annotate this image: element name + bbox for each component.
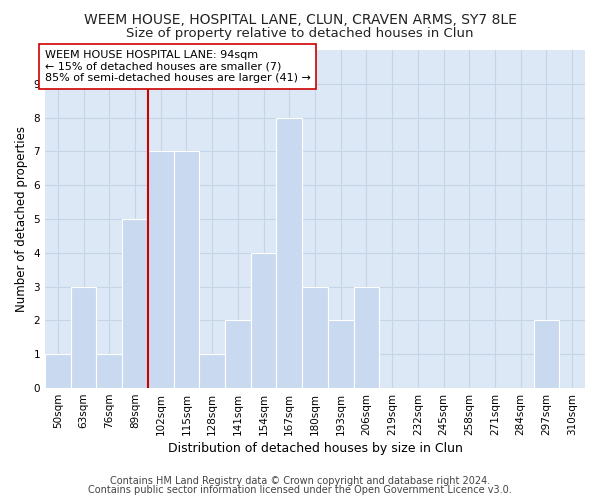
Text: Contains public sector information licensed under the Open Government Licence v3: Contains public sector information licen… [88, 485, 512, 495]
Bar [302, 286, 328, 388]
Text: Size of property relative to detached houses in Clun: Size of property relative to detached ho… [126, 28, 474, 40]
Bar [533, 320, 559, 388]
Bar [353, 286, 379, 388]
Text: WEEM HOUSE HOSPITAL LANE: 94sqm
← 15% of detached houses are smaller (7)
85% of : WEEM HOUSE HOSPITAL LANE: 94sqm ← 15% of… [45, 50, 311, 83]
Bar [277, 118, 302, 388]
Text: WEEM HOUSE, HOSPITAL LANE, CLUN, CRAVEN ARMS, SY7 8LE: WEEM HOUSE, HOSPITAL LANE, CLUN, CRAVEN … [83, 12, 517, 26]
Bar [173, 152, 199, 388]
Bar [251, 253, 277, 388]
Bar [225, 320, 251, 388]
Bar [148, 152, 173, 388]
Bar [45, 354, 71, 388]
X-axis label: Distribution of detached houses by size in Clun: Distribution of detached houses by size … [167, 442, 463, 455]
Bar [199, 354, 225, 388]
Text: Contains HM Land Registry data © Crown copyright and database right 2024.: Contains HM Land Registry data © Crown c… [110, 476, 490, 486]
Bar [328, 320, 353, 388]
Bar [97, 354, 122, 388]
Bar [71, 286, 97, 388]
Bar [122, 219, 148, 388]
Y-axis label: Number of detached properties: Number of detached properties [15, 126, 28, 312]
